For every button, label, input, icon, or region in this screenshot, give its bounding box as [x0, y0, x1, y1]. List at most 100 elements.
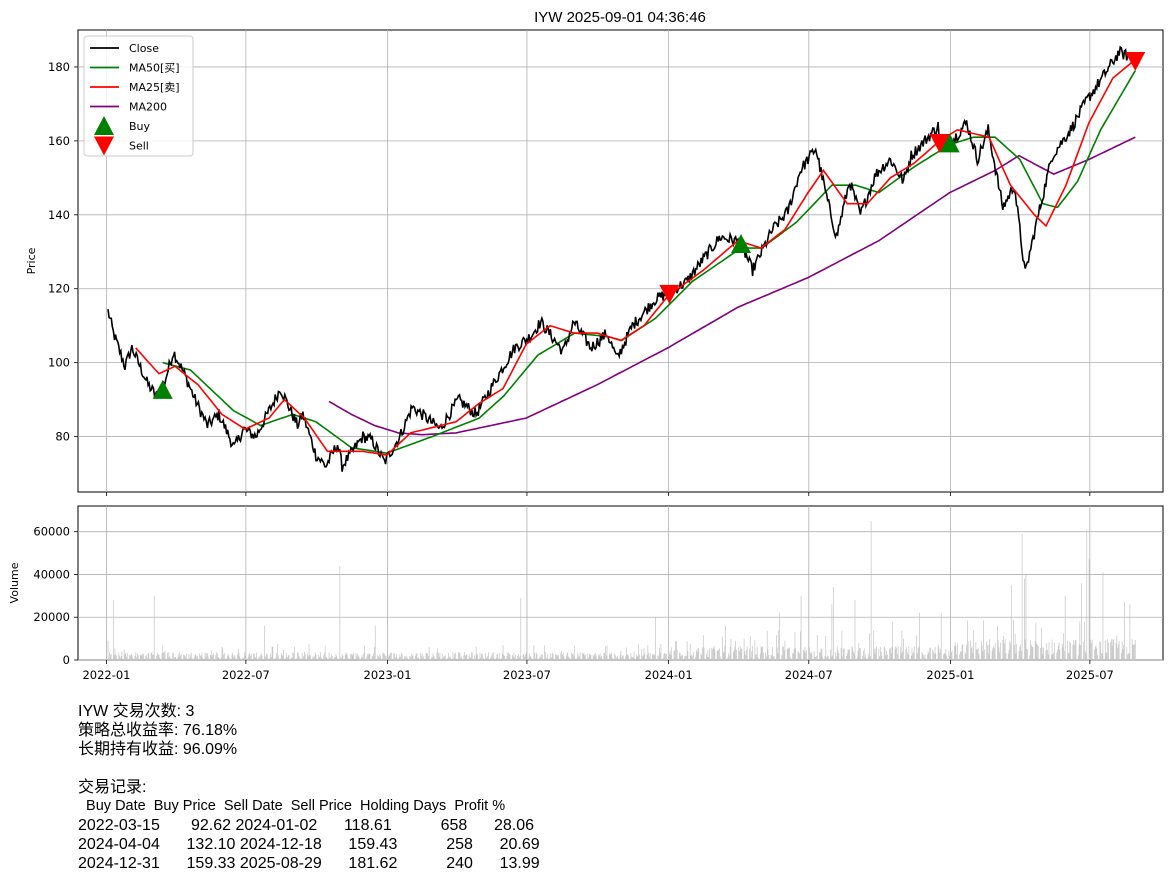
volume-bar: [183, 654, 184, 660]
volume-bar: [712, 649, 713, 660]
volume-bar: [848, 650, 850, 660]
volume-bar: [1040, 648, 1041, 660]
volume-bar: [254, 657, 256, 660]
volume-bar: [404, 655, 406, 660]
volume-bar: [301, 652, 303, 660]
volume-bar: [706, 653, 707, 660]
volume-bar: [389, 655, 391, 660]
volume-bar: [908, 646, 910, 660]
volume-bar: [965, 654, 967, 660]
volume-bar: [727, 657, 729, 660]
volume-bar: [481, 654, 482, 660]
sell-marker: [929, 133, 950, 153]
volume-bar: [422, 658, 424, 660]
volume-bar: [157, 654, 159, 660]
volume-bar: [1004, 643, 1005, 660]
volume-bar: [567, 652, 569, 660]
volume-bar: [210, 650, 212, 660]
volume-bar: [329, 658, 331, 660]
volume-bar: [674, 650, 676, 660]
volume-bar: [1128, 653, 1129, 660]
volume-bar: [776, 647, 778, 660]
volume-bar: [890, 648, 891, 660]
volume-bar: [434, 657, 435, 660]
volume-bar: [878, 648, 880, 660]
volume-bar: [471, 652, 473, 660]
volume-bar: [346, 653, 348, 660]
volume-bar: [1056, 652, 1058, 660]
price-panel: 80 100 120 140 160 180 Price Close MA50[买] MA25…: [25, 29, 1164, 496]
volume-bar: [231, 654, 233, 660]
volume-bar: [1046, 642, 1048, 660]
volume-bar: [304, 652, 305, 660]
volume-bar: [976, 649, 977, 660]
volume-bar: [873, 630, 874, 660]
volume-bar: [736, 650, 737, 660]
volume-bar: [585, 654, 586, 660]
volume-bar: [1062, 647, 1064, 660]
volume-bar: [868, 653, 870, 660]
volume-bar: [1045, 650, 1047, 660]
volume-bar: [391, 652, 392, 660]
volume-bar: [143, 654, 144, 660]
volume-bar: [750, 657, 752, 660]
volume-bar: [695, 657, 696, 660]
volume-bar: [188, 653, 190, 660]
volume-bar: [601, 655, 602, 660]
volume-bar: [579, 652, 581, 660]
volume-bar: [562, 654, 563, 660]
volume-bar: [1064, 650, 1065, 660]
volume-bar: [756, 654, 757, 660]
volume-bar: [195, 654, 197, 660]
volume-bar: [506, 655, 508, 660]
volume-bar: [592, 654, 594, 660]
volume-bar: [894, 649, 896, 660]
volume-bar: [475, 646, 477, 660]
volume-bar: [1091, 643, 1092, 660]
volume-bar: [729, 646, 731, 660]
volume-bar: [529, 656, 531, 660]
volume-bar: [296, 658, 298, 660]
volume-bar: [498, 653, 500, 660]
volume-bar: [425, 652, 427, 660]
volume-bar: [1090, 639, 1091, 660]
volume-bar: [572, 653, 573, 660]
volume-bar: [191, 657, 193, 660]
volume-bar: [680, 656, 682, 660]
volume-bar: [902, 651, 904, 660]
volume-bar: [652, 654, 653, 660]
volume-bar: [331, 656, 333, 660]
volume-bar: [1043, 647, 1044, 660]
volume-bar: [304, 653, 306, 660]
volume-bar: [341, 654, 343, 660]
trade-log-heading: 交易记录:: [78, 779, 147, 796]
volume-bar: [1126, 647, 1128, 660]
volume-bar: [1000, 642, 1001, 660]
volume-bar: [215, 655, 217, 660]
volume-bar: [934, 647, 936, 660]
volume-bar: [627, 654, 629, 660]
volume-bar: [541, 654, 542, 660]
volume-bar: [221, 646, 223, 660]
volume-bar: [831, 604, 833, 660]
legend-box: [83, 35, 194, 157]
volume-bar: [749, 648, 750, 660]
volume-bar: [768, 655, 770, 660]
volume-bar: [582, 653, 583, 660]
volume-bar: [518, 657, 520, 660]
volume-bar: [247, 656, 249, 660]
volume-bar: [1116, 635, 1118, 660]
volume-bar: [723, 652, 725, 660]
volume-bar: [803, 651, 805, 660]
volume-bar: [935, 653, 937, 660]
volume-bar: [836, 646, 838, 660]
volume-bar: [307, 653, 308, 660]
volume-bar: [1030, 644, 1032, 660]
volume-bar: [180, 655, 181, 660]
volume-bar: [108, 658, 110, 660]
volume-bar: [217, 657, 219, 660]
volume-bar: [496, 654, 498, 660]
volume-bar: [525, 652, 527, 660]
volume-bar: [1111, 645, 1113, 660]
volume-bar: [151, 651, 153, 660]
